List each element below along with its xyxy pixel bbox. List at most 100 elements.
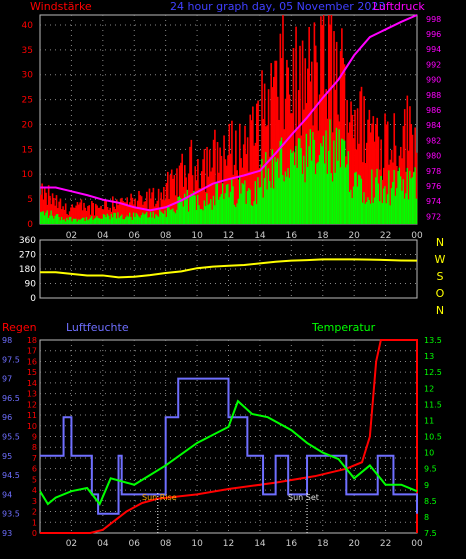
wind-gust-bar	[286, 59, 288, 225]
wind-gust-bar	[127, 205, 130, 224]
wind-avg-bar	[248, 188, 250, 224]
wind-avg-bar	[258, 187, 261, 224]
wind-avg-bar	[282, 175, 284, 224]
wind-avg-bar	[202, 210, 204, 224]
wind-avg-bar	[204, 206, 207, 224]
wind-avg-bar	[42, 211, 45, 224]
luftdruck-tick-label: 990	[426, 76, 441, 85]
wind-avg-bar	[98, 218, 101, 224]
wind-gust-bar	[92, 202, 94, 224]
wind-avg-bar	[143, 214, 146, 224]
wind-avg-bar	[355, 171, 358, 224]
wind-gust-bar	[229, 153, 232, 224]
wind-hour-tick-label: 16	[286, 231, 298, 241]
temperatur-tick-label: 10	[424, 449, 434, 458]
wind-gust-bar	[147, 208, 149, 224]
wind-avg-bar	[394, 195, 397, 224]
wind-avg-bar	[312, 131, 314, 224]
wind-gust-bar	[40, 194, 42, 224]
wind-avg-bar	[163, 213, 165, 224]
wind-gust-bar	[208, 149, 211, 224]
wind-gust-bar	[156, 200, 159, 224]
wind-avg-bar	[77, 219, 80, 224]
wind-avg-bar	[314, 174, 317, 224]
wind-gust-bar	[67, 215, 70, 224]
wind-avg-bar	[334, 172, 337, 224]
wind-gust-bar	[76, 202, 79, 224]
wind-gust-bar	[365, 142, 368, 224]
wind-gust-bar	[109, 207, 111, 224]
wind-avg-bar	[254, 181, 257, 224]
wind-avg-bar	[250, 205, 253, 224]
temperatur-tick-label: 10.5	[424, 433, 442, 442]
wind-avg-bar	[66, 217, 68, 224]
wind-avg-bar	[53, 218, 55, 224]
wind-gust-bar	[119, 198, 122, 224]
wind-gust-bar	[189, 146, 191, 224]
wind-avg-bar	[326, 173, 329, 224]
regen-tick-label: 2	[32, 508, 37, 517]
wind-gust-bar	[238, 123, 241, 224]
wind-avg-bar	[369, 203, 372, 224]
wind-gust-bar	[282, 15, 284, 224]
wind-avg-bar	[100, 218, 102, 224]
wind-avg-bar	[292, 151, 295, 224]
climate-hour-tick-label: 06	[129, 539, 141, 549]
tick-label-layer: 0510152025303540972974976978980982984986…	[2, 15, 446, 549]
wind-avg-bar	[168, 207, 170, 224]
wind-avg-bar	[96, 216, 98, 224]
regen-tick-label: 11	[27, 411, 37, 420]
wind-avg-bar	[114, 212, 117, 224]
wind-gust-bar	[415, 152, 418, 224]
wind-gust-bar	[152, 187, 155, 224]
wind-avg-bar	[291, 153, 293, 224]
wind-gust-bar	[115, 199, 118, 224]
wind-avg-bar	[92, 219, 94, 224]
wind-gust-bar	[118, 203, 121, 224]
wind-avg-bar	[223, 198, 225, 224]
wind-avg-bar	[228, 197, 231, 224]
luftdruck-tick-label: 982	[426, 136, 441, 145]
wind-gust-bar	[224, 159, 227, 224]
wind-avg-bar	[266, 189, 269, 224]
wind-avg-bar	[198, 205, 201, 224]
luftdruck-tick-label: 994	[426, 45, 441, 54]
wind-gust-bar	[81, 210, 84, 224]
wind-gust-bar	[278, 119, 280, 224]
wind-gust-bar	[409, 106, 411, 224]
wind-avg-bar	[71, 221, 74, 224]
wind-gust-bar	[79, 202, 81, 224]
wind-avg-bar	[60, 216, 63, 224]
wind-avg-bar	[57, 214, 59, 224]
wind-avg-bar	[297, 138, 300, 224]
wind-avg-bar	[278, 177, 280, 224]
wind-gust-bar	[136, 200, 139, 224]
wind-gust-bar	[253, 145, 255, 224]
wind-avg-bar	[190, 193, 193, 224]
wind-gust-bar	[364, 163, 367, 224]
wind-avg-bar	[227, 183, 229, 224]
wind-avg-bar	[271, 149, 274, 224]
wind-gust-bar	[74, 207, 76, 224]
direction-tick-label: 270	[19, 251, 36, 261]
wind-gust-bar	[403, 109, 406, 224]
temperatur-tick-label: 13	[424, 352, 434, 361]
wind-avg-bar	[201, 209, 203, 224]
wind-avg-bar	[375, 177, 377, 224]
wind-hour-tick-label: 08	[160, 231, 172, 241]
wind-avg-bar	[402, 179, 405, 224]
wind-avg-bar	[318, 155, 321, 224]
wind-avg-bar	[153, 218, 156, 224]
wind-avg-bar	[126, 215, 129, 224]
wind-avg-bar	[203, 200, 206, 224]
climate-hour-tick-label: 02	[66, 539, 77, 549]
wind-gust-bar	[105, 200, 108, 224]
wind-avg-bar	[368, 199, 371, 224]
wind-avg-bar	[109, 219, 111, 224]
regen-tick-label: 14	[27, 379, 37, 388]
windstaerke-tick-label: 20	[22, 120, 34, 130]
wind-avg-bar	[262, 197, 265, 224]
windstaerke-tick-label: 25	[22, 96, 33, 106]
wind-avg-bar	[161, 212, 164, 224]
wind-gust-bar	[301, 40, 304, 224]
